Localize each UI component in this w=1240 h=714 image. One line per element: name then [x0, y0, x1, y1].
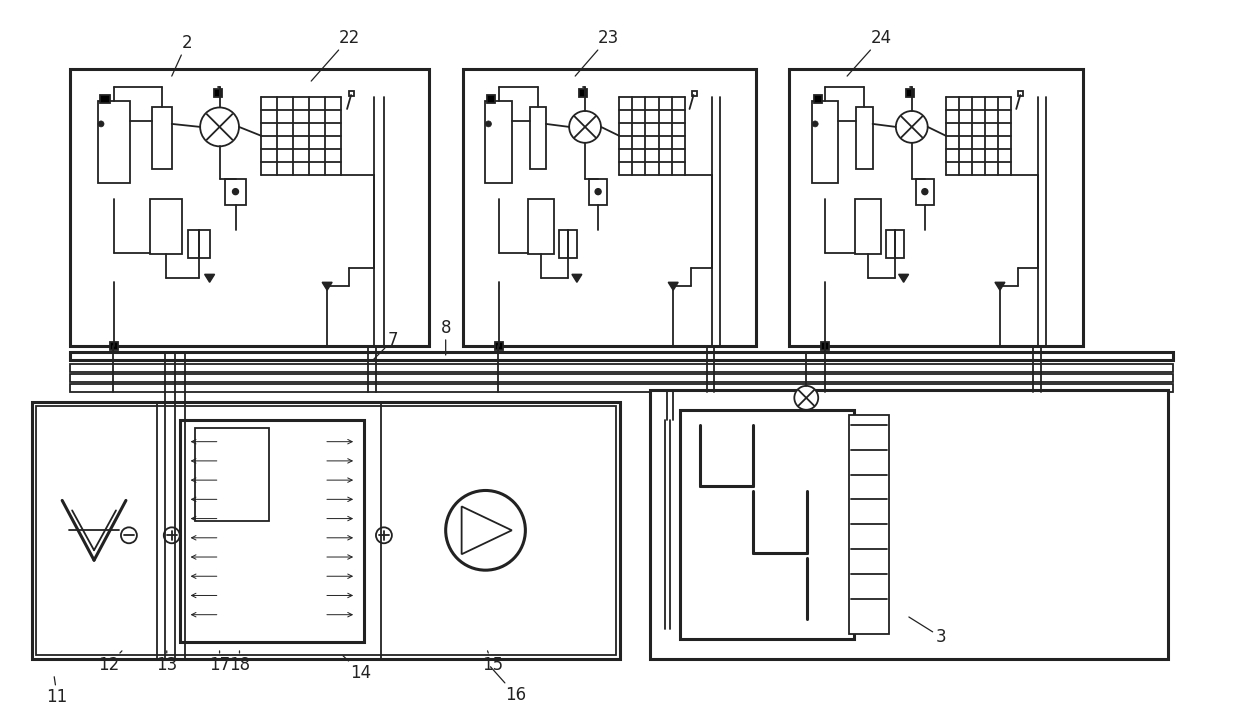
Bar [680, 410, 854, 639]
Text: 3: 3 [909, 617, 946, 646]
Circle shape [812, 121, 818, 127]
Bar [854, 198, 880, 254]
Text: 8: 8 [440, 319, 451, 355]
Bar [790, 69, 1084, 346]
Bar [195, 428, 269, 521]
Bar [463, 69, 756, 346]
Bar [849, 415, 889, 634]
Circle shape [376, 528, 392, 543]
Circle shape [795, 386, 818, 410]
Text: 16: 16 [491, 667, 526, 704]
Bar [151, 107, 172, 169]
Polygon shape [322, 282, 332, 291]
Circle shape [164, 528, 180, 543]
Text: 2: 2 [172, 34, 192, 76]
Bar [487, 95, 495, 103]
Circle shape [895, 111, 928, 143]
Bar [71, 352, 1173, 360]
Circle shape [921, 188, 928, 195]
Bar [71, 384, 1173, 392]
Bar [213, 89, 222, 97]
Bar [71, 374, 1173, 382]
Bar [812, 101, 838, 183]
Circle shape [445, 491, 526, 570]
Bar [71, 364, 1173, 372]
Bar [150, 198, 182, 254]
Text: 12: 12 [98, 651, 122, 674]
Circle shape [200, 108, 239, 146]
Text: 18: 18 [229, 651, 250, 674]
Circle shape [569, 111, 601, 143]
Circle shape [595, 188, 601, 195]
Polygon shape [572, 274, 582, 282]
Bar [916, 178, 934, 205]
Circle shape [98, 121, 104, 127]
Text: 11: 11 [47, 677, 68, 705]
Text: 15: 15 [482, 651, 503, 674]
Bar [98, 101, 130, 183]
Bar [579, 89, 588, 97]
Polygon shape [205, 274, 215, 282]
Bar [906, 89, 914, 97]
Bar [821, 342, 830, 350]
Bar [559, 231, 577, 258]
Bar [110, 342, 118, 350]
Text: 24: 24 [847, 29, 892, 76]
Bar [32, 402, 620, 659]
Bar [36, 406, 616, 655]
Bar [813, 95, 822, 103]
Text: 14: 14 [343, 656, 372, 682]
Text: 22: 22 [311, 29, 360, 81]
Bar [857, 107, 873, 169]
Bar [885, 231, 904, 258]
Bar [529, 107, 546, 169]
Text: 23: 23 [575, 29, 619, 76]
Text: 7: 7 [373, 331, 398, 360]
Bar [589, 178, 608, 205]
Bar [180, 420, 365, 642]
Bar [692, 91, 697, 96]
Bar [71, 69, 429, 346]
Bar [495, 342, 502, 350]
Bar [187, 231, 210, 258]
Text: 13: 13 [156, 651, 177, 674]
Bar [486, 101, 512, 183]
Polygon shape [899, 274, 909, 282]
Bar [528, 198, 554, 254]
Bar [1018, 91, 1023, 96]
Circle shape [122, 528, 136, 543]
Bar [348, 91, 355, 96]
Circle shape [233, 188, 238, 195]
Circle shape [486, 121, 491, 127]
Bar [650, 390, 1168, 659]
Text: 17: 17 [210, 651, 231, 674]
Polygon shape [668, 282, 678, 291]
Polygon shape [994, 282, 1004, 291]
Bar [100, 95, 110, 103]
Bar [224, 178, 247, 205]
